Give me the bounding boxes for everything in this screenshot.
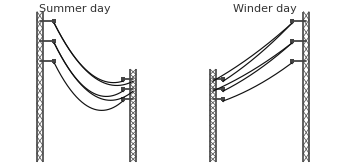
Text: Winder day: Winder day: [233, 4, 297, 14]
Text: Summer day: Summer day: [38, 4, 110, 14]
